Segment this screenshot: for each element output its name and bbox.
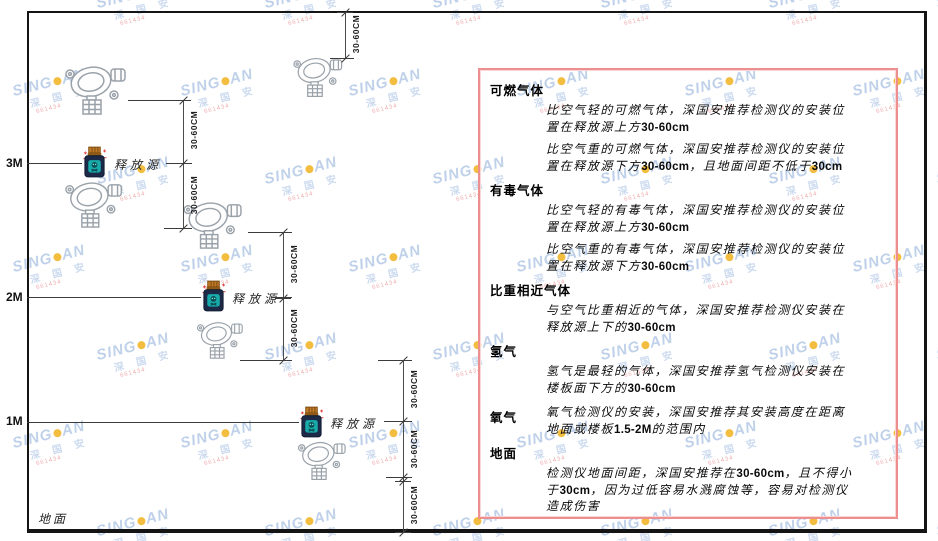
dimension-label: 30-60CM (351, 14, 361, 54)
release-source-icon (299, 406, 324, 439)
dimension-extension-line (240, 360, 292, 361)
panel-paragraph: 与空气比重相近的气体，深国安推荐检测仪安装在释放源上下的30-60cm (546, 303, 846, 334)
dimension-label: 30-60CM (189, 110, 199, 150)
dimension-label: 30-60CM (409, 429, 419, 469)
panel-paragraph: 比空气重的有毒气体，深国安推荐检测仪的安装位置在释放源下方30-60cm (546, 242, 846, 273)
panel-section-heading: 比重相近气体 (490, 284, 572, 298)
gas-detector-icon (182, 200, 246, 250)
panel-paragraph: 氢气是最轻的气体，深国安推荐氢气检测仪安装在楼板面下方的30-60cm (546, 364, 846, 395)
dimension-label: 30-60CM (289, 244, 299, 284)
dimension-extension-line (248, 232, 292, 233)
gas-detector-icon (64, 180, 126, 229)
height-label-2m: 2M (6, 290, 23, 304)
info-panel: 可燃气体 比空气轻的可燃气体，深国安推荐检测仪的安装位置在释放源上方30-60cm… (478, 68, 898, 519)
ground-label: 地面 (38, 512, 69, 526)
panel-paragraph: 比空气轻的可燃气体，深国安推荐检测仪的安装位置在释放源上方30-60cm (546, 103, 846, 134)
panel-paragraph: 氧气检测仪的安装，深国安推荐其安装高度在距离地面或楼板1.5-2M的范围内 (546, 405, 846, 436)
release-source-label: 释放源 (114, 158, 163, 172)
panel-section-heading: 有毒气体 (490, 184, 545, 198)
panel-section: 有毒气体 比空气轻的有毒气体，深国安推荐检测仪的安装位置在释放源上方30-60cm… (490, 180, 886, 274)
panel-section-heading: 地面 (490, 447, 518, 461)
gas-detector-icon (292, 56, 346, 98)
height-line-1m (27, 422, 299, 423)
gas-detector-icon (64, 64, 130, 116)
dimension-label: 30-60CM (409, 485, 419, 525)
gas-detector-icon (196, 318, 246, 362)
panel-section-heading: 氧气 (490, 411, 518, 425)
panel-section: 地面检测仪地面间距，深国安推荐在30-60cm，且不得小于30cm，因为过低容易… (490, 443, 886, 515)
release-source-icon (201, 280, 226, 313)
panel-section-heading: 氢气 (490, 345, 518, 359)
gas-detector-icon (297, 440, 349, 481)
panel-paragraph: 比空气轻的有毒气体，深国安推荐检测仪的安装位置在释放源上方30-60cm (546, 203, 846, 234)
panel-section: 氢气氢气是最轻的气体，深国安推荐氢气检测仪安装在楼板面下方的30-60cm (490, 341, 886, 396)
panel-section: 比重相近气体与空气比重相近的气体，深国安推荐检测仪安装在释放源上下的30-60c… (490, 280, 886, 335)
dimension-chain-line (345, 12, 346, 58)
height-line-3m (27, 163, 82, 164)
height-line-2m (27, 297, 201, 298)
dimension-label: 30-60CM (289, 308, 299, 348)
release-source-label: 释放源 (232, 292, 281, 306)
release-source-label: 释放源 (330, 417, 379, 431)
dimension-label: 30-60CM (409, 369, 419, 409)
height-label-1m: 1M (6, 414, 23, 428)
panel-section: 氧气 氧气检测仪的安装，深国安推荐其安装高度在距离地面或楼板1.5-2M的范围内 (490, 404, 886, 437)
panel-section: 可燃气体 比空气轻的可燃气体，深国安推荐检测仪的安装位置在释放源上方30-60cm… (490, 80, 886, 174)
room-frame (27, 11, 927, 533)
release-source-icon (82, 146, 107, 179)
panel-paragraph: 检测仪地面间距，深国安推荐在30-60cm，且不得小于30cm，因为过低容易水溅… (546, 466, 853, 513)
dimension-extension-line (128, 100, 190, 101)
dimension-label: 30-60CM (189, 175, 199, 215)
dimension-chain-line (403, 360, 404, 532)
panel-paragraph: 比空气重的可燃气体，深国安推荐检测仪的安装位置在释放源下方30-60cm，且地面… (546, 142, 846, 173)
panel-section-heading: 可燃气体 (490, 84, 545, 98)
height-label-3m: 3M (6, 156, 23, 170)
